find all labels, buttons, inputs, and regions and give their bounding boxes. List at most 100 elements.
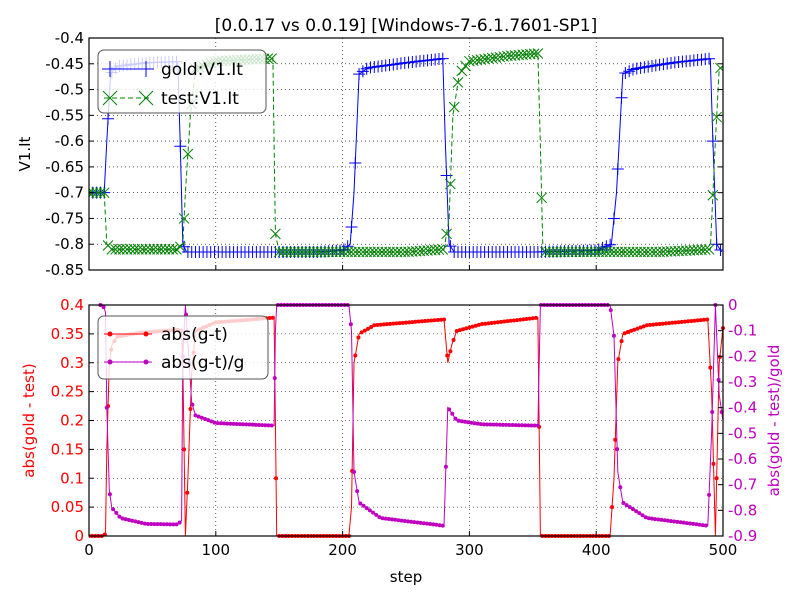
legend-marker	[138, 61, 154, 77]
data-point	[123, 517, 128, 522]
data-point	[578, 246, 589, 258]
data-point	[273, 246, 285, 258]
data-point	[364, 506, 369, 511]
bottom-left-y-tick-label: 0.3	[60, 354, 84, 372]
data-point	[228, 421, 233, 426]
top-y-tick-label: -0.75	[45, 209, 84, 227]
data-point	[388, 321, 393, 326]
data-point	[597, 246, 608, 258]
data-point	[432, 318, 437, 323]
data-point	[144, 244, 156, 255]
data-point	[308, 246, 319, 258]
data-point	[353, 246, 365, 258]
data-point	[330, 246, 342, 258]
data-point	[698, 318, 703, 323]
bottom-ticks: 0.40.350.30.250.20.150.10.0500-0.1-0.2-0…	[51, 296, 758, 559]
data-point	[470, 324, 475, 329]
data-point	[641, 324, 646, 329]
legend-label: test:V1.It	[161, 89, 239, 109]
data-point	[447, 407, 452, 412]
data-point	[114, 244, 125, 255]
data-point	[199, 415, 204, 420]
bottom-legend-box	[97, 315, 269, 380]
legend-label: abs(g-t)/g	[161, 353, 244, 373]
data-point	[574, 246, 586, 258]
data-point	[133, 244, 144, 255]
data-point	[355, 489, 360, 494]
data-point	[678, 520, 683, 525]
data-point	[142, 521, 147, 526]
data-point	[168, 522, 173, 527]
top-y-tick-label: -0.45	[45, 55, 84, 73]
data-point	[136, 520, 141, 525]
data-point	[675, 519, 680, 524]
series-line-test-v1-it	[89, 52, 723, 253]
data-point	[174, 140, 187, 153]
data-point	[697, 522, 702, 527]
data-point	[136, 244, 148, 255]
data-point	[426, 318, 431, 323]
legend-label: gold:V1.It	[161, 60, 243, 80]
data-point	[365, 326, 370, 331]
data-point	[345, 221, 358, 234]
data-point	[608, 308, 613, 313]
data-point	[415, 520, 420, 525]
data-point	[372, 246, 384, 258]
data-point	[483, 321, 488, 326]
data-point	[218, 421, 223, 426]
legend-marker	[107, 331, 113, 337]
data-point	[429, 318, 434, 323]
data-point	[644, 323, 649, 328]
data-point	[448, 101, 460, 113]
data-point	[716, 377, 721, 382]
data-point	[436, 52, 449, 65]
top-y-tick-label: -0.4	[55, 29, 84, 47]
data-point	[467, 325, 472, 330]
data-point	[589, 246, 601, 258]
data-point	[711, 111, 723, 123]
bottom-chart: 0.40.350.30.250.20.150.10.0500-0.1-0.2-0…	[20, 296, 783, 586]
top-y-tick-label: -0.5	[55, 81, 84, 99]
data-point	[348, 322, 353, 327]
data-point	[367, 508, 372, 513]
bottom-right-y-tick-label: -0.2	[728, 347, 757, 365]
data-point	[266, 53, 277, 64]
data-point	[714, 244, 723, 257]
data-point	[451, 338, 456, 343]
data-point	[349, 157, 362, 170]
data-point	[311, 246, 323, 258]
data-point	[421, 521, 426, 526]
data-point	[222, 421, 227, 426]
data-point	[616, 357, 621, 362]
top-legend: gold:V1.It test:V1.It	[97, 49, 267, 114]
data-point	[607, 212, 620, 225]
data-point	[445, 178, 456, 190]
data-point	[148, 244, 160, 255]
data-point	[620, 246, 631, 258]
data-point	[102, 112, 115, 125]
x-tick-label: 500	[709, 541, 738, 559]
data-point	[701, 317, 706, 322]
chart-title: [0.0.17 vs 0.0.19] [Windows-7-6.1.7601-S…	[215, 16, 597, 36]
data-point	[435, 317, 440, 322]
data-point	[106, 244, 118, 255]
data-point	[327, 246, 338, 258]
bottom-right-y-tick-label: -0.1	[728, 322, 757, 340]
data-point	[686, 319, 691, 324]
data-point	[164, 522, 169, 527]
data-point	[640, 513, 645, 518]
bottom-left-y-tick-label: 0	[74, 527, 84, 545]
data-point	[285, 246, 296, 258]
data-point	[667, 321, 672, 326]
top-y-tick-label: -0.55	[45, 106, 84, 124]
data-point	[231, 421, 236, 426]
data-point	[618, 485, 623, 490]
data-point	[688, 521, 693, 526]
x-tick-label: 200	[328, 541, 357, 559]
data-point	[174, 241, 186, 253]
data-point	[253, 422, 258, 427]
data-point	[705, 317, 710, 322]
data-point	[378, 322, 383, 327]
data-point	[270, 228, 281, 240]
